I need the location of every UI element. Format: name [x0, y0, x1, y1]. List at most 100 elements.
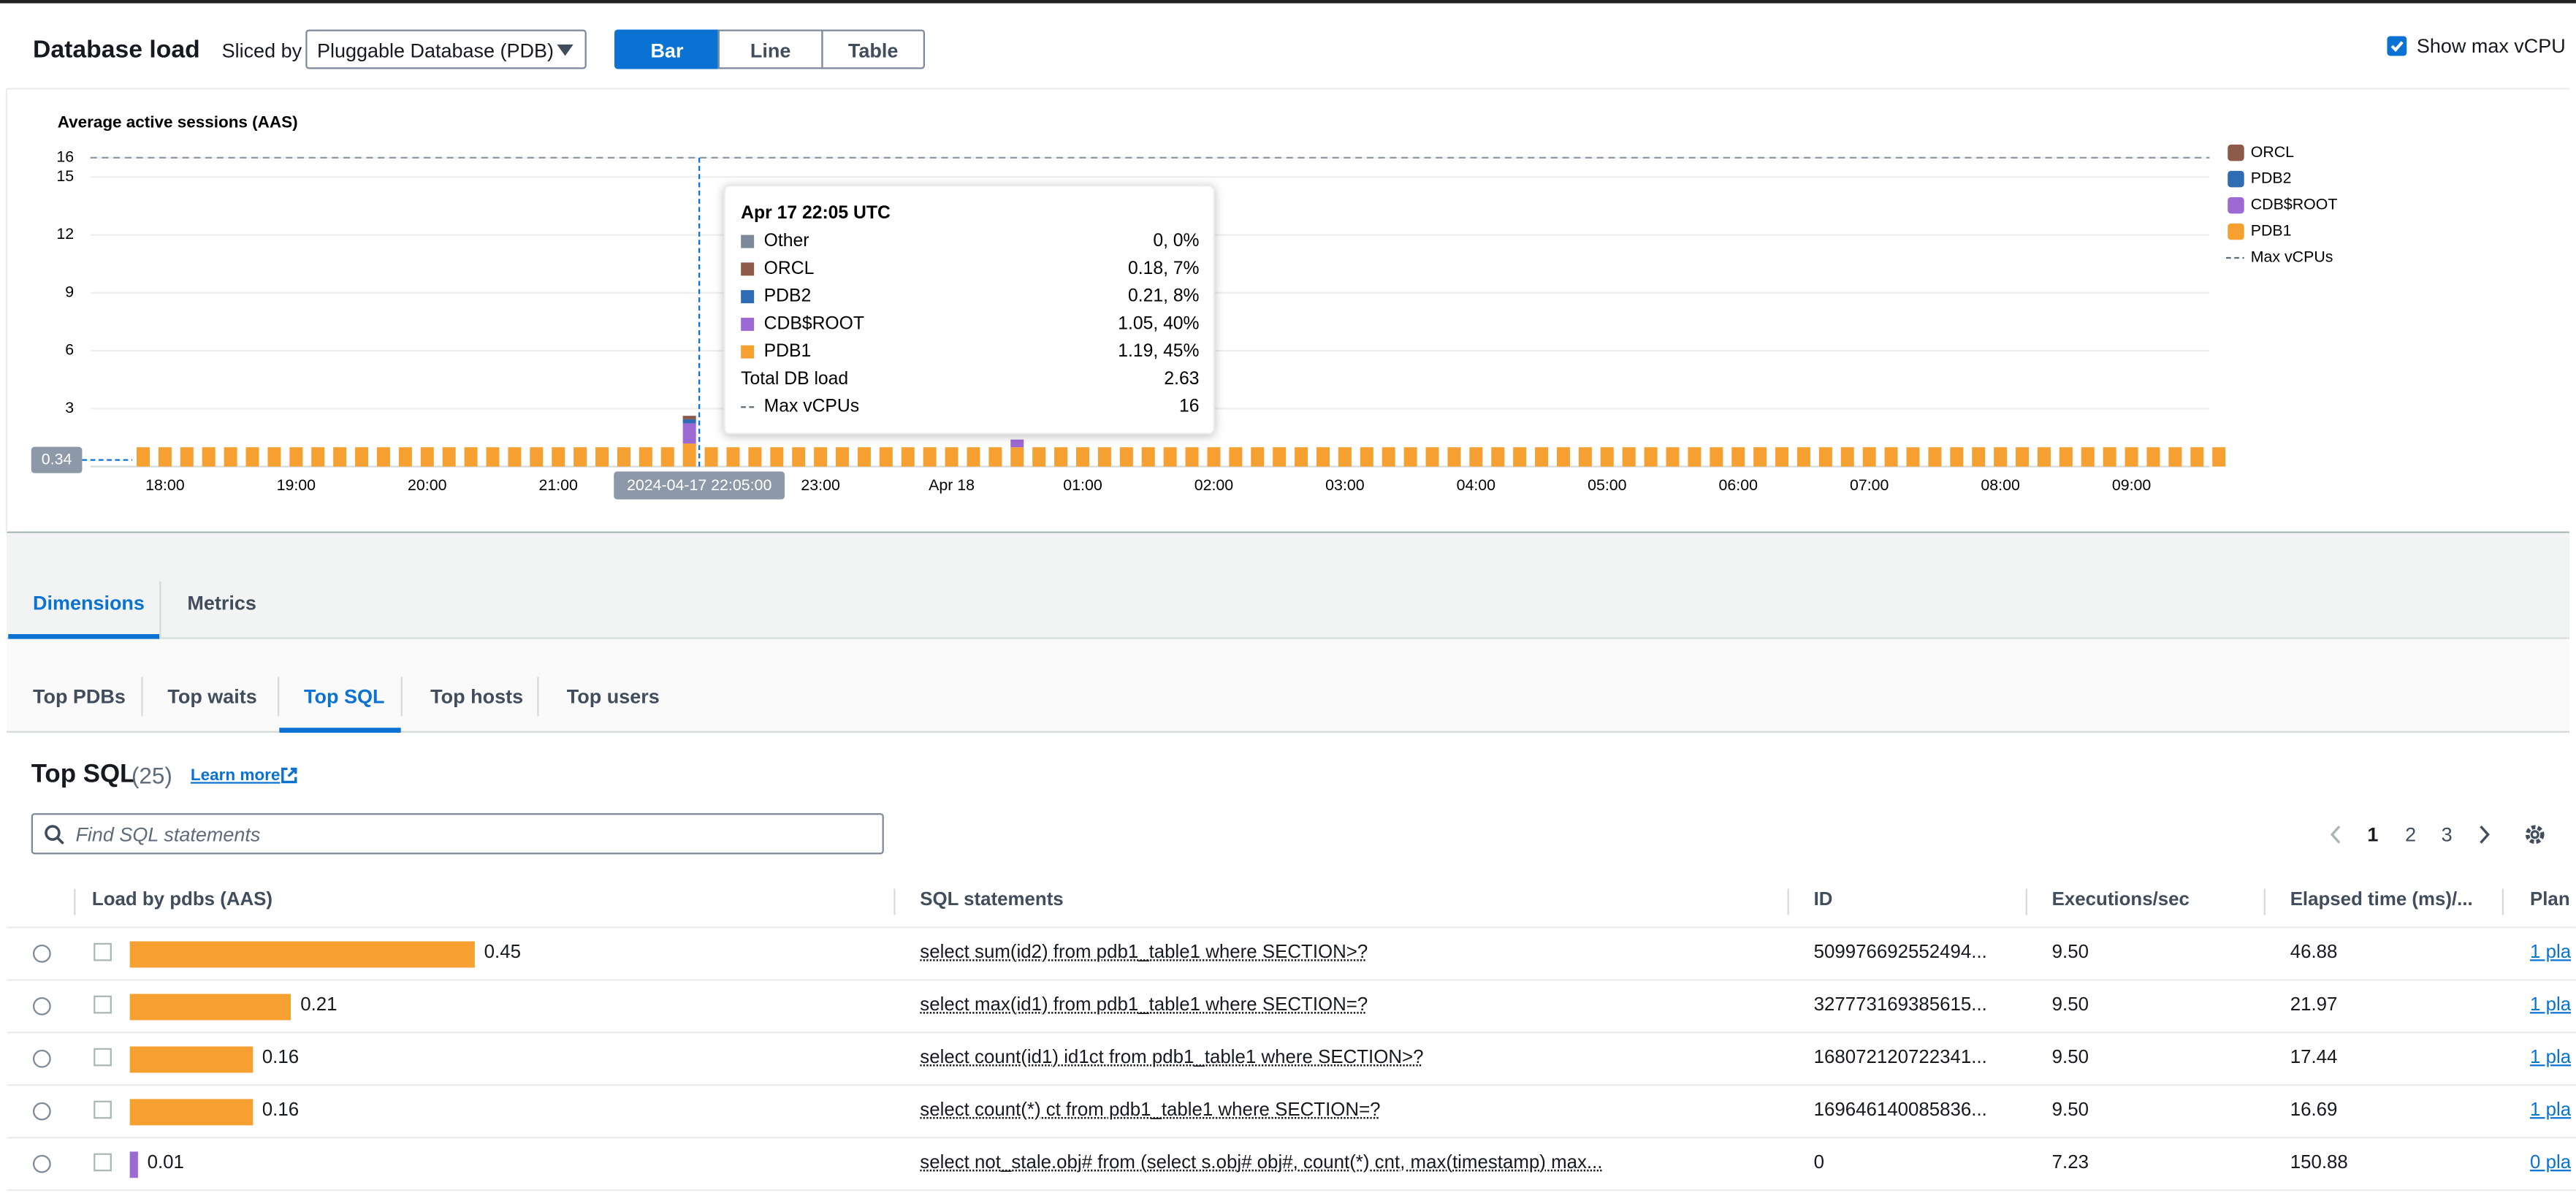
subtab[interactable]: Top waits: [167, 685, 256, 708]
bar-segment: [355, 447, 368, 466]
y-axis-title: Average active sessions (AAS): [58, 113, 298, 132]
page-number[interactable]: 3: [2442, 823, 2453, 846]
tooltip: Apr 17 22:05 UTC Other 0, 0% ORCL 0.18, 7% PD…: [725, 186, 1214, 434]
bar-segment: [573, 447, 587, 466]
sql-statement[interactable]: select not_stale.obj# from (select s.obj…: [920, 1154, 1602, 1173]
bar-segment: [967, 447, 980, 466]
bar-segment: [137, 447, 150, 466]
bar-segment: [1819, 447, 1832, 466]
bar-segment: [1972, 447, 1985, 466]
expand-icon[interactable]: [94, 943, 112, 961]
bar-segment: [1032, 447, 1045, 466]
y-tick-label: 6: [65, 341, 74, 359]
subtab[interactable]: Top PDBs: [33, 685, 126, 708]
x-tick-label: 04:00: [1457, 476, 1496, 494]
learn-more-link[interactable]: Learn more: [191, 767, 280, 785]
sql-statement[interactable]: select count(*) ct from pdb1_table1 wher…: [920, 1101, 1380, 1121]
page-number[interactable]: 2: [2405, 823, 2416, 846]
elapsed-time: 21.97: [2290, 996, 2338, 1015]
tooltip-series-value: 1.19, 45%: [1118, 341, 1199, 361]
bar-segment: [1841, 447, 1854, 466]
bar-segment: [224, 447, 237, 466]
tooltip-series-value: 0.21, 8%: [1128, 286, 1200, 306]
prev-page[interactable]: [2330, 825, 2343, 845]
bar-segment: [988, 447, 1002, 466]
bar-segment: [1186, 447, 1199, 466]
search-input[interactable]: Find SQL statements: [31, 813, 884, 854]
subtab[interactable]: Top hosts: [430, 685, 523, 708]
column-header: Elapsed time (ms)/...: [2290, 891, 2473, 910]
tooltip-series-name: PDB2: [764, 286, 812, 306]
page-number-current[interactable]: 1: [2367, 823, 2378, 846]
row-radio[interactable]: [33, 997, 51, 1015]
plans-link[interactable]: 1 pla: [2530, 1101, 2571, 1121]
bar-segment: [2125, 447, 2138, 466]
bar-segment: [2016, 447, 2029, 466]
bar-segment: [1010, 447, 1024, 466]
plans-link[interactable]: 0 pla: [2530, 1154, 2571, 1173]
top-sql-table: Load by pdbs (AAS) SQL statements ID Execut…: [0, 876, 2576, 1193]
bar-segment: [770, 447, 783, 466]
legend-swatch: [2228, 171, 2244, 187]
expand-icon[interactable]: [94, 1048, 112, 1067]
plans-link[interactable]: 1 pla: [2530, 1048, 2571, 1068]
bar-segment: [1229, 447, 1242, 466]
x-tick-label: 06:00: [1719, 476, 1758, 494]
bar-segment: [552, 447, 565, 466]
sql-statement[interactable]: select max(id1) from pdb1_table1 where S…: [920, 996, 1368, 1015]
next-page[interactable]: [2477, 825, 2491, 845]
bar-segment: [639, 447, 652, 466]
bar-segment: [880, 447, 893, 466]
x-tick-label: 08:00: [1981, 476, 2020, 494]
tab-metrics[interactable]: Metrics: [187, 592, 256, 614]
bar-segment: [2059, 447, 2073, 466]
expand-icon[interactable]: [94, 1154, 112, 1172]
legend-swatch: [2228, 145, 2244, 161]
bar-segment: [530, 447, 543, 466]
row-radio[interactable]: [33, 1050, 51, 1068]
bar-segment: [1338, 447, 1352, 466]
tooltip-series-value: 0.18, 7%: [1128, 259, 1200, 278]
tooltip-swatch: [741, 290, 754, 303]
column-divider: [1788, 889, 1789, 915]
expand-icon[interactable]: [94, 996, 112, 1014]
load-bar: [130, 1099, 253, 1125]
bar-segment: [2190, 447, 2203, 466]
bar-segment: [465, 447, 478, 466]
subtab-active[interactable]: Top SQL: [304, 685, 384, 708]
bar-segment: [1907, 447, 1920, 466]
sql-statement[interactable]: select sum(id2) from pdb1_table1 where S…: [920, 943, 1368, 963]
section-title: Top SQL: [31, 761, 136, 790]
load-value: 0.16: [262, 1101, 299, 1121]
legend-label: CDB$ROOT: [2251, 196, 2338, 213]
bar-segment: [945, 447, 959, 466]
bar-segment: [683, 443, 696, 466]
row-radio[interactable]: [33, 945, 51, 963]
tooltip-max-label: Max vCPUs: [764, 397, 859, 416]
bar-segment: [1251, 447, 1264, 466]
settings-icon[interactable]: [2523, 823, 2546, 846]
plans-link[interactable]: 1 pla: [2530, 943, 2571, 963]
legend-label: PDB1: [2251, 222, 2292, 240]
row-radio[interactable]: [33, 1155, 51, 1173]
sql-statement[interactable]: select count(id1) id1ct from pdb1_table1…: [920, 1048, 1423, 1068]
x-tick-label: 21:00: [538, 476, 578, 494]
bar-segment: [1863, 447, 1876, 466]
bar-segment: [1382, 447, 1395, 466]
subtab[interactable]: Top users: [567, 685, 660, 708]
bar-segment: [1710, 447, 1723, 466]
x-tick-label: 02:00: [1194, 476, 1234, 494]
load-bar: [130, 1046, 253, 1072]
column-header: Executions/sec: [2052, 891, 2190, 910]
bar-segment: [377, 447, 390, 466]
sql-id: 169646140085836...: [1814, 1101, 1987, 1121]
bar-segment: [289, 447, 302, 466]
tab-dimensions[interactable]: Dimensions: [33, 592, 145, 614]
load-value: 0.21: [300, 996, 337, 1015]
plans-link[interactable]: 1 pla: [2530, 996, 2571, 1015]
bar-segment: [1775, 447, 1788, 466]
row-radio[interactable]: [33, 1102, 51, 1121]
subtab-separator: [141, 676, 142, 716]
bar-segment: [1950, 447, 1963, 466]
expand-icon[interactable]: [94, 1101, 112, 1119]
